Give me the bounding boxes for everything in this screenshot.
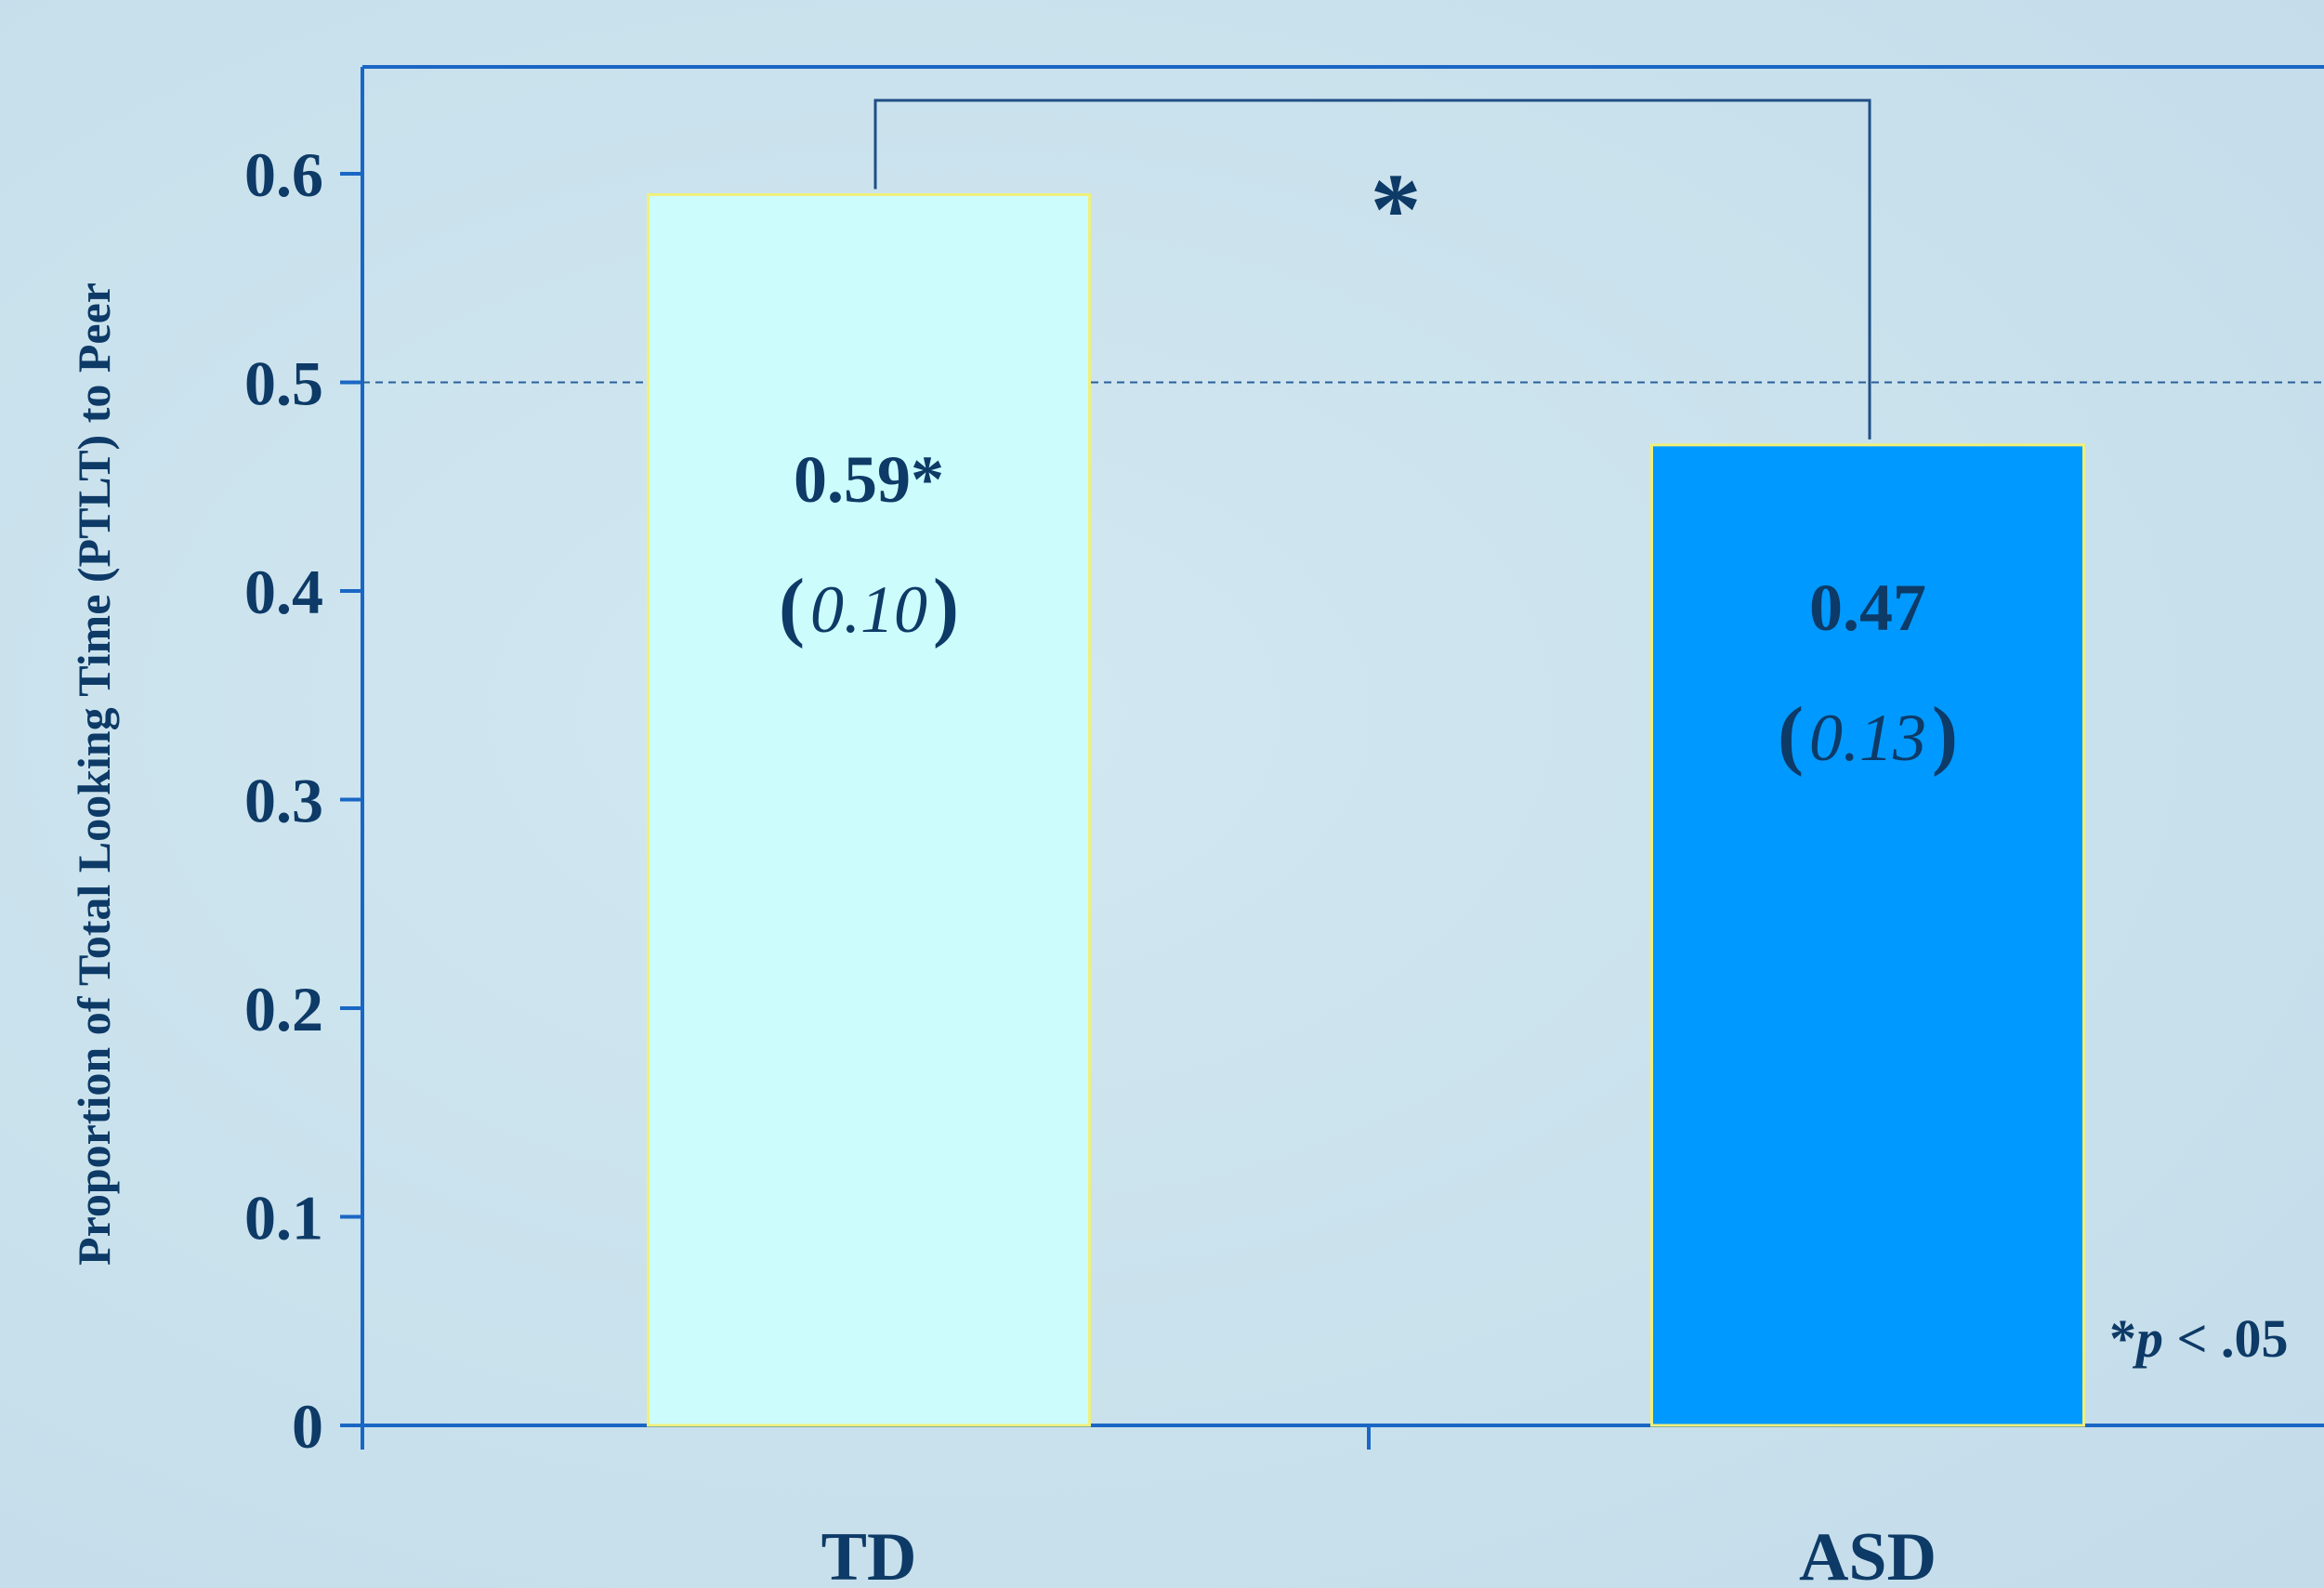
y-tick-label: 0.3	[244, 766, 323, 836]
x-category-label: ASD	[1799, 1519, 1937, 1588]
bar-asd	[1650, 443, 2085, 1427]
sd-open-paren: (	[779, 563, 805, 650]
bar-sd-label: (0.13)	[1778, 691, 1958, 778]
x-ticks: TD ASD	[821, 1425, 1937, 1588]
y-tick-label: 0.5	[244, 348, 323, 419]
y-tick-label: 0	[292, 1391, 323, 1462]
sd-open-paren: (	[1778, 691, 1804, 778]
p-value-note: *p < .05	[2109, 1308, 2289, 1369]
x-category-label: TD	[821, 1519, 917, 1588]
sd-close-paren: )	[1932, 691, 1958, 778]
significance-bracket-line	[873, 98, 1871, 440]
bars: 0.59*(0.10) 0.47(0.13)	[647, 192, 2085, 1427]
sd-value: 0.10	[810, 572, 927, 647]
p-note-rest: < .05	[2163, 1308, 2289, 1369]
y-tick-label: 0.6	[244, 139, 323, 210]
bar-mean-label: 0.47	[1809, 571, 1926, 645]
y-ticks: 0 0.1 0.2 0.3 0.4 0.5 0.6	[244, 139, 362, 1462]
significance-bracket: *	[873, 98, 1871, 440]
sd-close-paren: )	[933, 563, 959, 650]
bar-mean-label: 0.59*	[794, 442, 944, 517]
y-tick-label: 0.4	[244, 557, 323, 627]
significance-star: *	[1371, 152, 1422, 266]
sd-value: 0.13	[1809, 701, 1926, 775]
p-note-star: *	[2109, 1308, 2136, 1369]
bar-td	[647, 192, 1091, 1427]
y-tick-label: 0.2	[244, 974, 323, 1044]
y-tick-label: 0.1	[244, 1183, 323, 1253]
p-note-p: p	[2132, 1308, 2163, 1369]
y-axis-label: Proportion of Total Looking Time (PTLT) …	[68, 282, 120, 1266]
bar-sd-label: (0.10)	[779, 563, 959, 650]
